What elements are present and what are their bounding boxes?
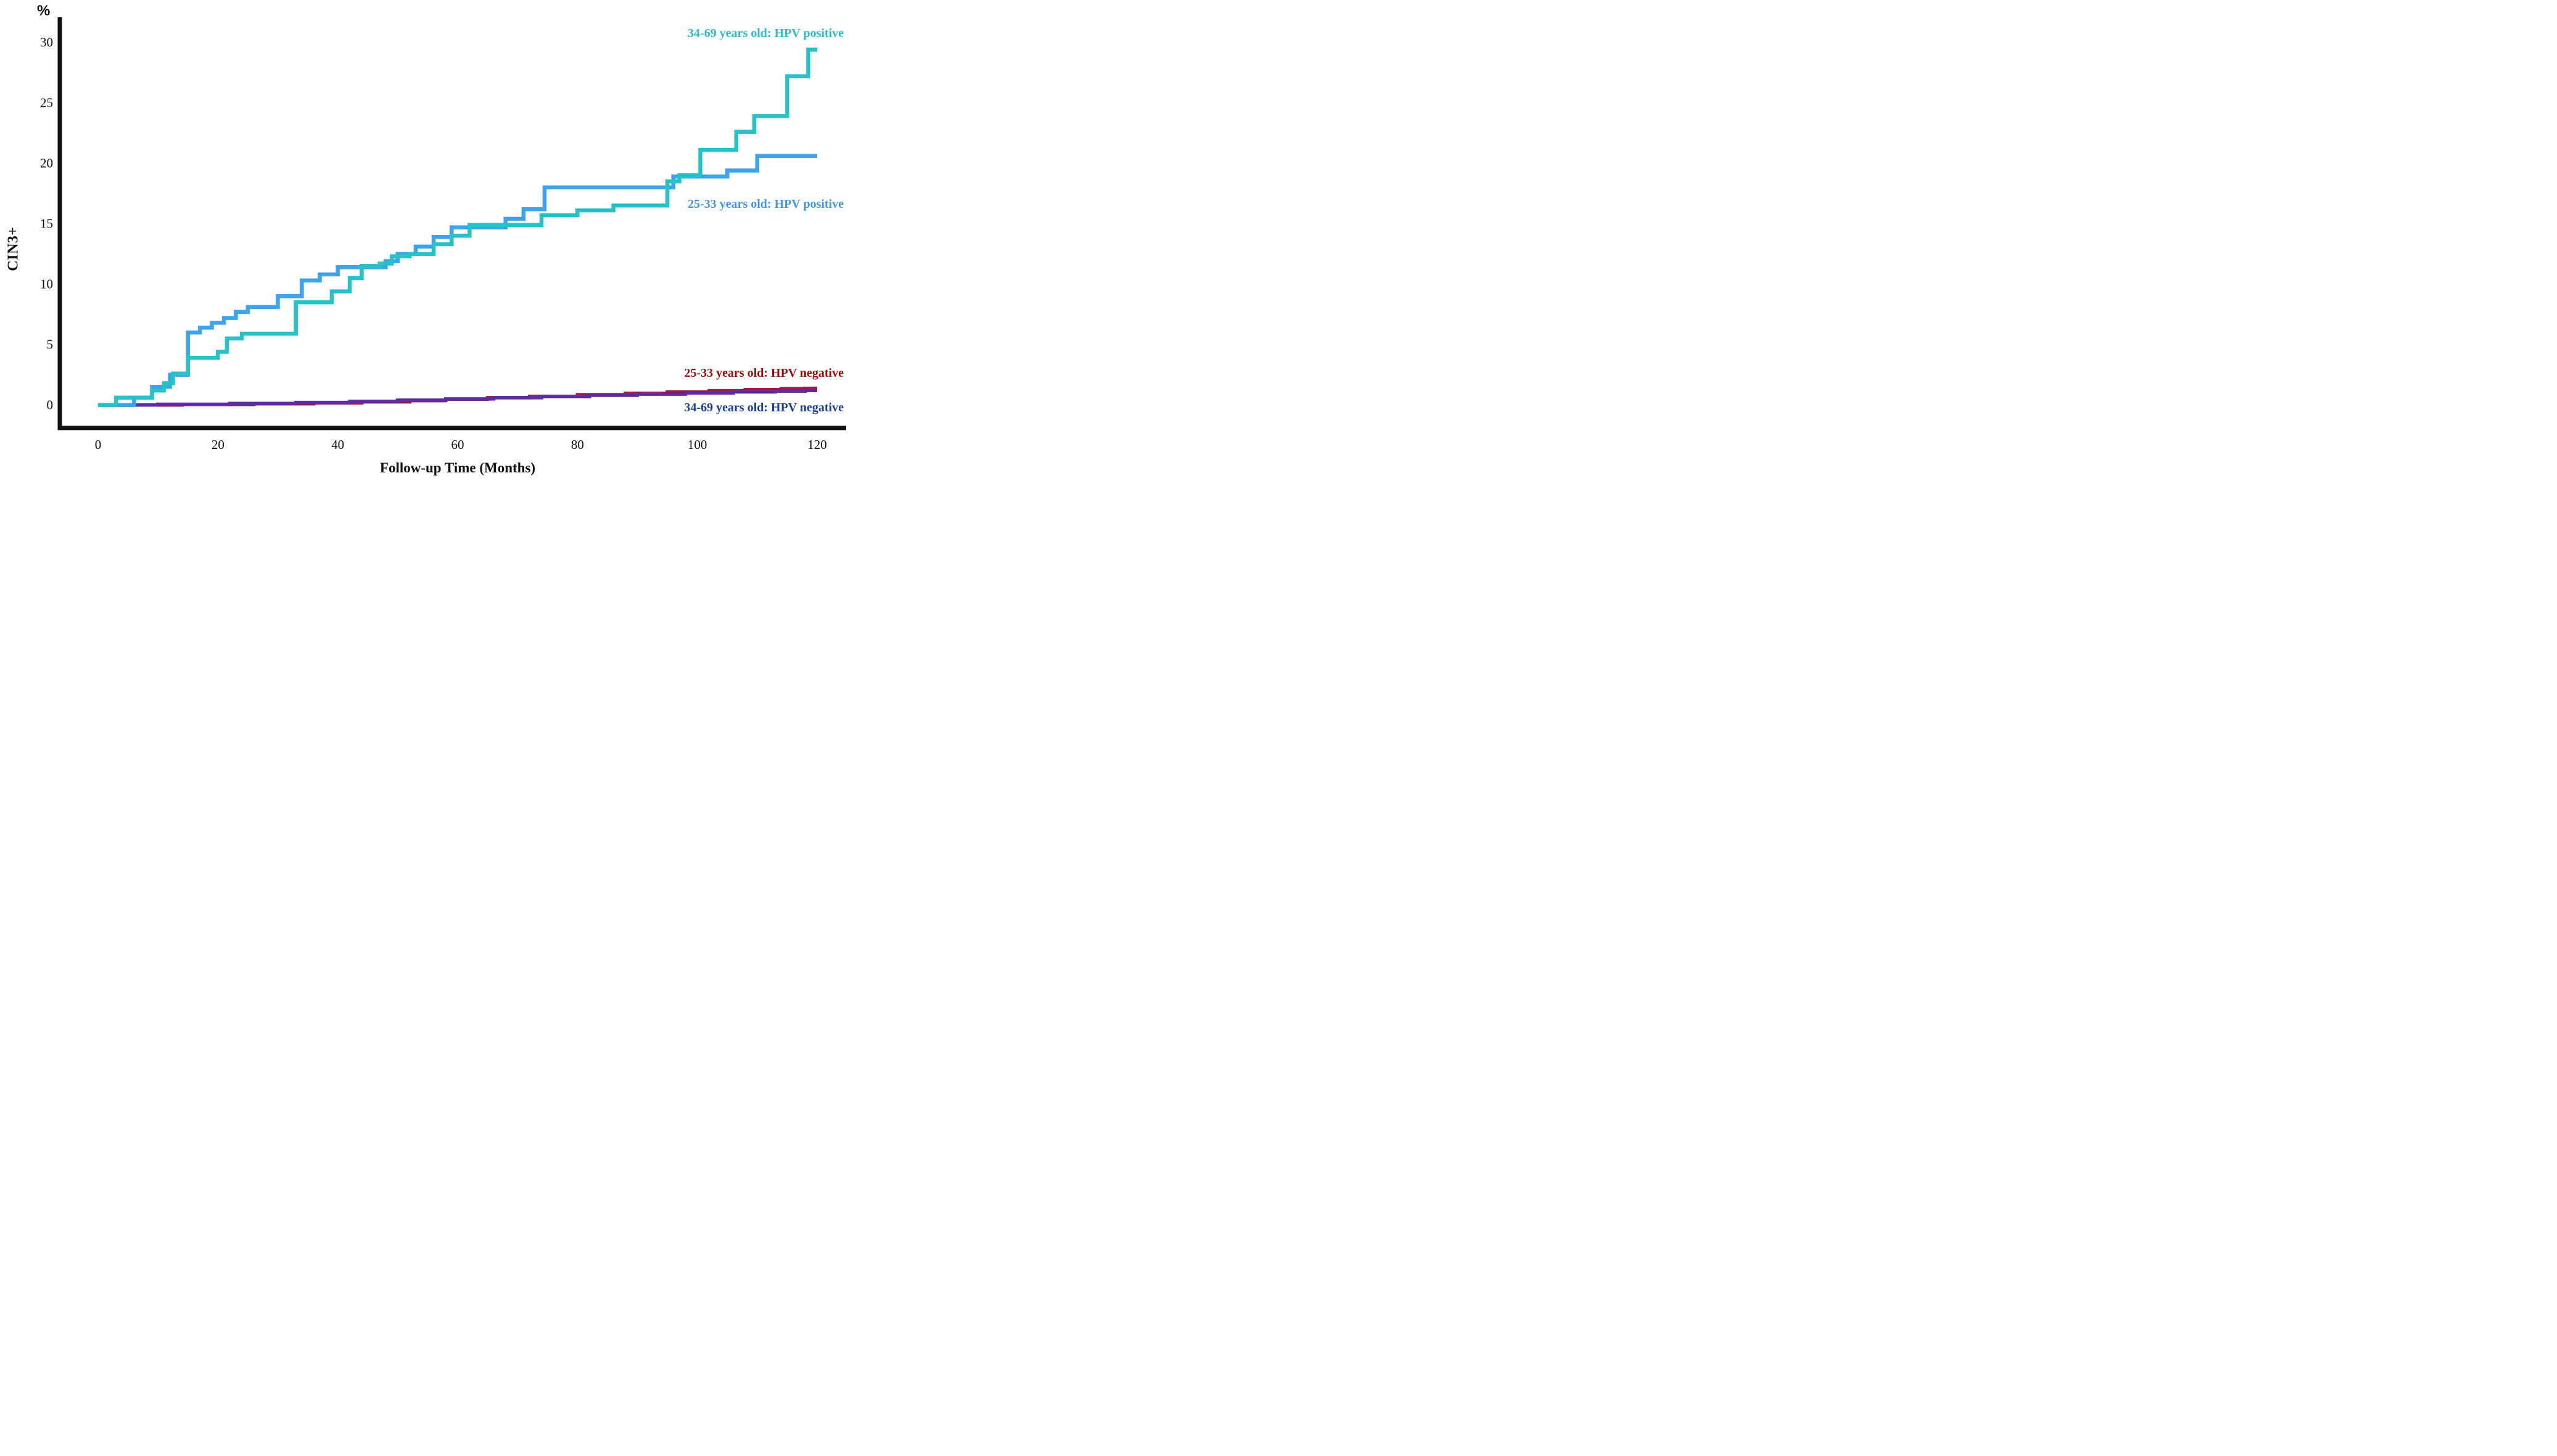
series-path-3 [98,389,817,407]
y-tick-label: 0 [47,398,54,413]
survival-curves [98,47,817,407]
y-tick-label: 20 [40,156,53,171]
x-tick-label: 40 [331,437,344,452]
x-tick-label: 20 [212,437,224,452]
cumulative-incidence-chart: 0 5 10 15 20 25 30 0 20 40 60 80 100 120 % CIN3+ Foll… [0,0,852,485]
x-tick-label: 100 [688,437,707,452]
series-label-34-69-hpv-negative: 34-69 years old: HPV negative [684,401,844,414]
x-axis-title: Follow-up Time (Months) [379,460,536,475]
series-label-25-33-hpv-positive: 25-33 years old: HPV positive [688,197,844,211]
y-tick-label: 15 [40,216,53,231]
y-tick-label: 5 [47,337,54,352]
y-tick-label: 25 [40,96,53,110]
series-label-25-33-hpv-negative: 25-33 years old: HPV negative [684,366,844,380]
plot-area: 0 5 10 15 20 25 30 0 20 40 60 80 100 120 [40,17,846,452]
y-tick-label: 30 [40,35,53,50]
x-tick-label: 0 [95,437,102,452]
x-tick-label: 60 [451,437,464,452]
y-axis-unit-label: % [37,2,51,19]
series-path-0 [98,47,817,407]
series-label-34-69-hpv-positive: 34-69 years old: HPV positive [688,27,844,40]
x-tick-label: 80 [571,437,584,452]
y-axis-label: CIN3+ [5,226,22,271]
x-tick-label: 120 [807,437,827,452]
series-path-1 [98,154,817,407]
y-tick-label: 10 [40,277,53,292]
tick-labels: 0 5 10 15 20 25 30 0 20 40 60 80 100 120 [40,35,827,452]
axes [57,17,846,430]
